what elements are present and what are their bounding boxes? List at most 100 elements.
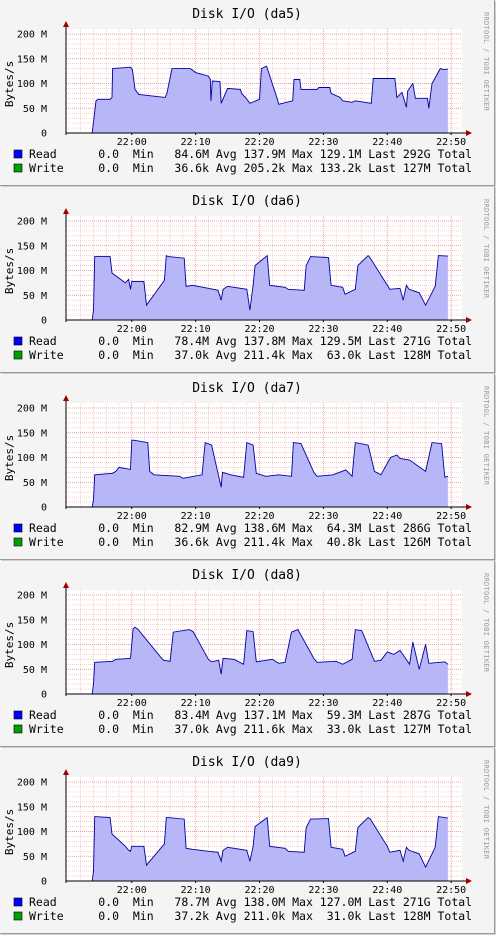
read-area [92,255,448,320]
y-tick-label: 100 M [17,640,47,651]
x-tick-label: 22:00 [117,511,147,522]
y-tick-label: 50 M [23,665,47,676]
read-area [92,816,448,881]
read-line [91,439,449,508]
y-tick-label: 50 M [23,478,47,489]
legend-swatch [13,710,23,720]
rrdtool-watermark: RRDTOOL / TOBI OETIKER [482,760,490,860]
x-axis-arrow [466,691,472,697]
chart-svg: Disk I/O (da7) RRDTOOL / TOBI OETIKER Byte… [3,381,490,549]
x-tick-label: 22:10 [181,137,211,148]
legend-entry: Read 0.0 Min 82.9M Avg 138.6M Max 64.3M … [29,521,472,535]
x-tick-label: 22:30 [308,511,338,522]
legend-entry: Read 0.0 Min 83.4M Avg 137.1M Max 59.3M … [29,708,472,722]
x-tick-label: 22:20 [244,137,274,148]
chart-svg: Disk I/O (da5) RRDTOOL / TOBI OETIKER Byte… [3,7,490,175]
y-axis-label: Bytes/s [3,248,16,294]
chart-title: Disk I/O (da8) [192,568,302,583]
y-tick-label: 100 M [17,266,47,277]
chart-svg: Disk I/O (da8) RRDTOOL / TOBI OETIKER Byte… [3,568,490,736]
chart-title: Disk I/O (da9) [192,755,302,770]
x-tick-label: 22:40 [372,511,402,522]
x-tick-label: 22:00 [117,885,147,896]
legend-swatch [13,336,23,346]
x-tick-label: 22:50 [436,511,466,522]
rrdtool-watermark: RRDTOOL / TOBI OETIKER [482,199,490,299]
y-tick-label: 150 M [17,428,47,439]
read-line [91,65,448,134]
graph-panel: Disk I/O (da9) RRDTOOL / TOBI OETIKER Byte… [0,748,495,934]
x-tick-label: 22:40 [372,137,402,148]
y-tick-label: 200 M [17,591,47,602]
legend-entry: Read 0.0 Min 84.6M Avg 137.9M Max 129.1M… [29,147,472,161]
rrdtool-watermark: RRDTOOL / TOBI OETIKER [482,386,490,486]
x-tick-label: 22:10 [181,885,211,896]
x-tick-label: 22:20 [244,324,274,335]
legend-swatch [13,149,23,159]
x-tick-label: 22:10 [181,511,211,522]
legend-swatch [13,350,23,360]
read-area [92,627,448,694]
y-tick-label: 50 M [23,852,47,863]
y-axis-label: Bytes/s [3,622,16,668]
y-tick-label: 100 M [17,827,47,838]
x-tick-label: 22:00 [117,698,147,709]
x-tick-label: 22:30 [308,137,338,148]
y-tick-label: 200 M [17,217,47,228]
x-tick-label: 22:30 [308,698,338,709]
y-axis-arrow [63,769,69,775]
y-tick-label: 200 M [17,30,47,41]
chart-svg: Disk I/O (da6) RRDTOOL / TOBI OETIKER Byte… [3,194,490,362]
x-tick-label: 22:40 [372,324,402,335]
x-axis-arrow [466,504,472,510]
y-tick-label: 0 [41,129,47,140]
legend-swatch [13,163,23,173]
read-area [92,66,448,133]
y-axis-label: Bytes/s [3,435,16,481]
x-tick-label: 22:50 [436,324,466,335]
read-area [92,440,448,507]
legend-swatch [13,523,23,533]
y-tick-label: 100 M [17,79,47,90]
legend-entry: Read 0.0 Min 78.4M Avg 137.8M Max 129.5M… [29,334,472,348]
read-line [91,254,448,321]
x-tick-label: 22:50 [436,137,466,148]
read-line [91,626,449,695]
y-axis-arrow [63,582,69,588]
x-tick-label: 22:10 [181,324,211,335]
x-tick-label: 22:10 [181,698,211,709]
graph-panel: Disk I/O (da7) RRDTOOL / TOBI OETIKER Byte… [0,374,495,560]
y-axis-label: Bytes/s [3,809,16,855]
graph-panel: Disk I/O (da6) RRDTOOL / TOBI OETIKER Byte… [0,187,495,373]
y-tick-label: 150 M [17,615,47,626]
y-tick-label: 0 [41,503,47,514]
x-tick-label: 22:00 [117,137,147,148]
x-tick-label: 22:20 [244,698,274,709]
x-tick-label: 22:00 [117,324,147,335]
y-tick-label: 0 [41,690,47,701]
graph-panel: Disk I/O (da8) RRDTOOL / TOBI OETIKER Byte… [0,561,495,747]
rrdtool-watermark: RRDTOOL / TOBI OETIKER [482,12,490,112]
x-tick-label: 22:50 [436,885,466,896]
chart-title: Disk I/O (da5) [192,7,302,22]
x-tick-label: 22:20 [244,511,274,522]
x-tick-label: 22:30 [308,324,338,335]
y-tick-label: 150 M [17,241,47,252]
y-tick-label: 150 M [17,802,47,813]
y-tick-label: 200 M [17,404,47,415]
legend-entry: Write 0.0 Min 37.2k Avg 211.0k Max 31.0k… [29,909,472,923]
y-tick-label: 0 [41,877,47,888]
y-axis-label: Bytes/s [3,61,16,107]
y-tick-label: 200 M [17,778,47,789]
x-axis-arrow [466,130,472,136]
x-tick-label: 22:30 [308,885,338,896]
legend-swatch [13,897,23,907]
y-tick-label: 50 M [23,104,47,115]
y-tick-label: 150 M [17,54,47,65]
x-tick-label: 22:20 [244,885,274,896]
y-tick-label: 0 [41,316,47,327]
y-tick-label: 50 M [23,291,47,302]
legend-swatch [13,724,23,734]
legend-swatch [13,537,23,547]
read-line [91,816,448,882]
